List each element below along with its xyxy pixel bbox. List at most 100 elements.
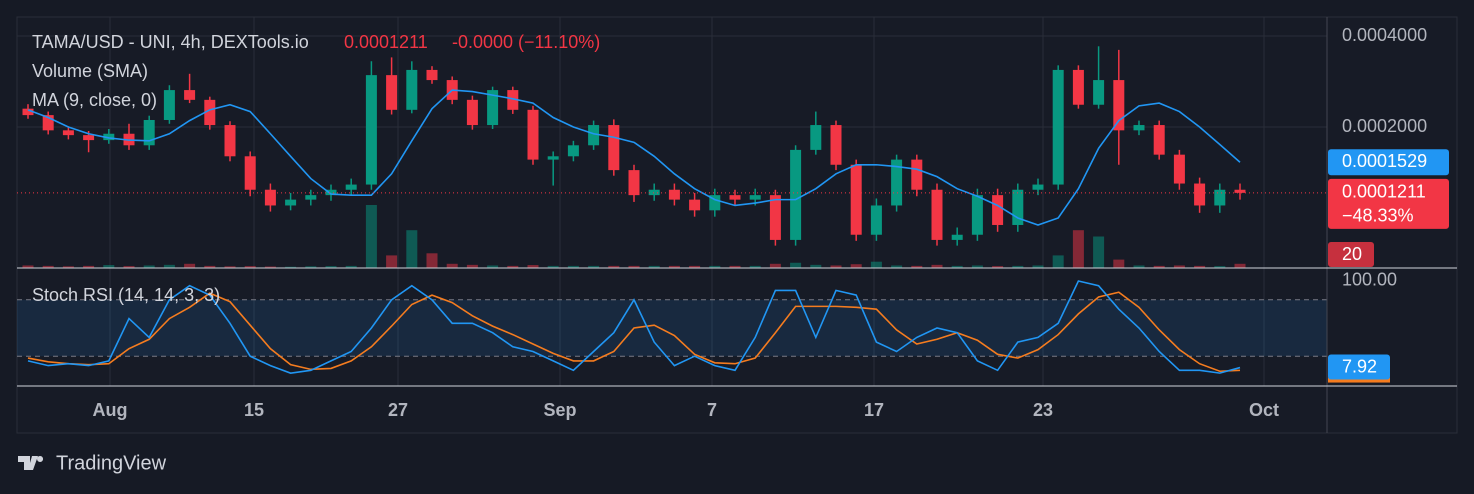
marks: [17, 46, 1327, 374]
ma-legend: MA (9, close, 0): [32, 90, 157, 110]
candle-body: [729, 195, 741, 200]
volume-bar: [547, 265, 559, 268]
volume-bar: [1093, 236, 1105, 268]
volume-bar: [850, 264, 862, 268]
candle-body: [1173, 154, 1185, 184]
candle-body: [285, 199, 297, 206]
candle-body: [1032, 184, 1044, 190]
volume-bar: [911, 265, 923, 268]
volume-bar: [103, 265, 115, 268]
volume-bar: [285, 266, 297, 268]
volume-bar: [1072, 230, 1084, 268]
volume-bar: [1214, 266, 1226, 268]
candle-body: [83, 135, 95, 141]
candle-body: [325, 189, 337, 196]
ma-price: 0.0001529: [1342, 151, 1427, 171]
volume-bar: [62, 266, 74, 268]
x-tick-label: 7: [707, 400, 717, 420]
candle-body: [426, 69, 438, 81]
candle-body: [42, 115, 54, 131]
candle-body: [386, 75, 398, 110]
volume-bar: [689, 265, 701, 268]
volume-bar: [527, 265, 539, 268]
volume-bar: [487, 265, 499, 268]
candle-body: [850, 164, 862, 235]
volume-bar: [870, 261, 882, 268]
x-tick-label: 23: [1033, 400, 1053, 420]
candle-body: [204, 99, 216, 126]
ma-line: [27, 89, 1241, 226]
candle-body: [1153, 125, 1165, 155]
labels: 0.0004000 0.0002000 Aug 15 27 Sep 7 17 23 Oct 0.00…: [93, 25, 1449, 420]
candle-body: [22, 108, 34, 116]
volume-bar: [588, 265, 600, 268]
volume-bar: [1113, 259, 1125, 268]
stoch-line: [27, 280, 1241, 374]
y-tick-label: 0.0004000: [1342, 25, 1427, 45]
candle-body: [971, 195, 983, 235]
logo: [18, 456, 44, 470]
candle-body: [891, 159, 903, 206]
volume-bar: [305, 266, 317, 268]
volume-tag: [1328, 242, 1374, 267]
candle-body: [406, 69, 418, 110]
candle-body: [567, 145, 579, 157]
symbol: TAMA/USD - UNI, 4h, DEXTools.io: [32, 32, 309, 52]
candle-body: [1214, 189, 1226, 206]
volume-value: 20: [1342, 244, 1362, 264]
candle-body: [648, 189, 660, 196]
candle-body: [264, 189, 276, 206]
candle-body: [1113, 80, 1125, 131]
x-tick-label: 17: [864, 400, 884, 420]
stoch-tick-label: 100.00: [1342, 270, 1397, 290]
candle-body: [951, 234, 963, 240]
candle-body: [1072, 69, 1084, 105]
candle-body: [365, 75, 377, 185]
stoch-legend: Stoch RSI (14, 14, 3, 3): [32, 285, 220, 305]
volume-bar: [446, 263, 458, 268]
candle-body: [810, 125, 822, 150]
change: -0.0000: [452, 32, 513, 52]
volume-bar: [244, 266, 256, 268]
stoch-k-value: 7.92: [1342, 356, 1377, 376]
candle-body: [143, 119, 155, 146]
grid: [17, 17, 1327, 386]
candle-body: [628, 170, 640, 196]
candle-body: [911, 159, 923, 190]
volume-bar: [567, 265, 579, 268]
stoch-k-tag: [1328, 354, 1390, 380]
candle-body: [1133, 125, 1145, 131]
price-tag-value: 0.0001211: [1342, 182, 1426, 202]
x-tick-label: Oct: [1249, 400, 1279, 420]
volume-bar: [790, 262, 802, 268]
volume-bar: [1173, 265, 1185, 268]
x-tick-label: Aug: [93, 400, 128, 420]
candle-body: [62, 130, 74, 136]
candle-body: [1234, 189, 1246, 193]
volume-bar: [608, 265, 620, 268]
candle-body: [507, 90, 519, 110]
y-tick-label: 0.0002000: [1342, 116, 1427, 136]
volume-bar: [628, 265, 640, 268]
volume-legend: Volume (SMA): [32, 61, 148, 81]
volume-bar: [971, 265, 983, 268]
candle-body: [466, 99, 478, 126]
price-tag-change: −48.33%: [1342, 206, 1414, 226]
stoch-band: [17, 299, 1327, 357]
candle-body: [689, 199, 701, 211]
candle-body: [244, 156, 256, 190]
x-tick-label: 15: [244, 400, 264, 420]
volume-bar: [951, 265, 963, 268]
volume-bar: [386, 255, 398, 268]
volume-bar: [769, 263, 781, 268]
candle-body: [769, 195, 781, 240]
volume-bar: [1052, 255, 1064, 268]
candle-body: [305, 195, 317, 200]
brand: TradingView: [56, 452, 167, 474]
x-tick-label: 27: [388, 400, 408, 420]
volume-bar: [184, 263, 196, 268]
volume-bar: [264, 266, 276, 268]
volume-bar: [365, 205, 377, 268]
